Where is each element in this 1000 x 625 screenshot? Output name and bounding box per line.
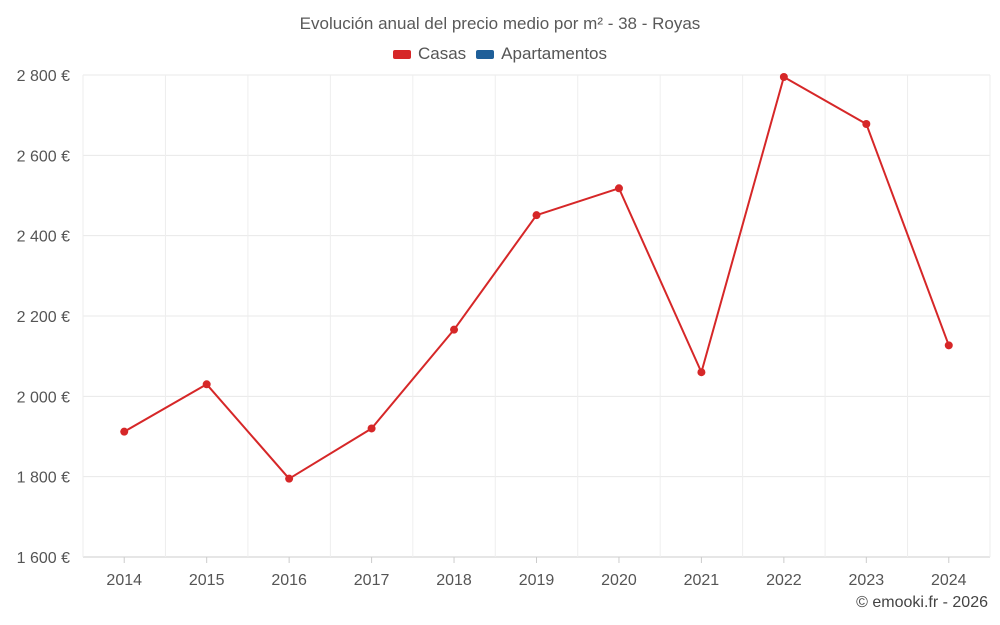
data-point xyxy=(614,184,623,193)
x-tick-label: 2020 xyxy=(601,572,637,589)
legend-item-casas[interactable]: Casas xyxy=(392,44,467,64)
x-tick-label: 2016 xyxy=(271,572,307,589)
credit-text: © emooki.fr - 2026 xyxy=(856,594,988,611)
legend-swatch-apartamentos xyxy=(476,49,495,59)
data-point xyxy=(944,341,953,350)
y-tick-label: 1 800 € xyxy=(17,470,70,487)
legend-label-casas: Casas xyxy=(417,44,467,63)
x-tick-label: 2021 xyxy=(684,572,720,589)
data-point xyxy=(120,427,129,436)
legend-label-apartamentos: Apartamentos xyxy=(501,44,608,63)
data-point xyxy=(532,211,541,220)
x-tick-label: 2024 xyxy=(931,572,967,589)
y-tick-label: 2 400 € xyxy=(17,229,70,246)
x-tick-label: 2022 xyxy=(766,572,802,589)
y-tick-label: 2 600 € xyxy=(17,148,70,165)
data-point xyxy=(450,325,459,334)
x-tick-label: 2014 xyxy=(106,572,142,589)
x-tick-label: 2017 xyxy=(354,572,390,589)
y-tick-label: 2 200 € xyxy=(17,309,70,326)
y-tick-label: 2 000 € xyxy=(17,389,70,406)
data-point xyxy=(862,120,871,129)
x-tick-label: 2015 xyxy=(189,572,225,589)
y-tick-label: 1 600 € xyxy=(17,550,70,567)
y-tick-label: 2 800 € xyxy=(17,68,70,85)
data-point xyxy=(779,73,788,82)
legend-item-apartamentos[interactable]: Apartamentos xyxy=(476,44,607,64)
data-point xyxy=(367,424,376,433)
chart-title: Evolución anual del precio medio por m² … xyxy=(299,14,701,33)
x-tick-label: 2019 xyxy=(519,572,555,589)
data-point xyxy=(697,368,706,377)
x-tick-label: 2018 xyxy=(436,572,472,589)
data-point xyxy=(285,474,294,483)
legend-swatch-casas xyxy=(392,49,411,59)
x-tick-label: 2023 xyxy=(849,572,885,589)
chart-legend: Casas Apartamentos xyxy=(0,44,1000,64)
data-point xyxy=(202,380,211,389)
